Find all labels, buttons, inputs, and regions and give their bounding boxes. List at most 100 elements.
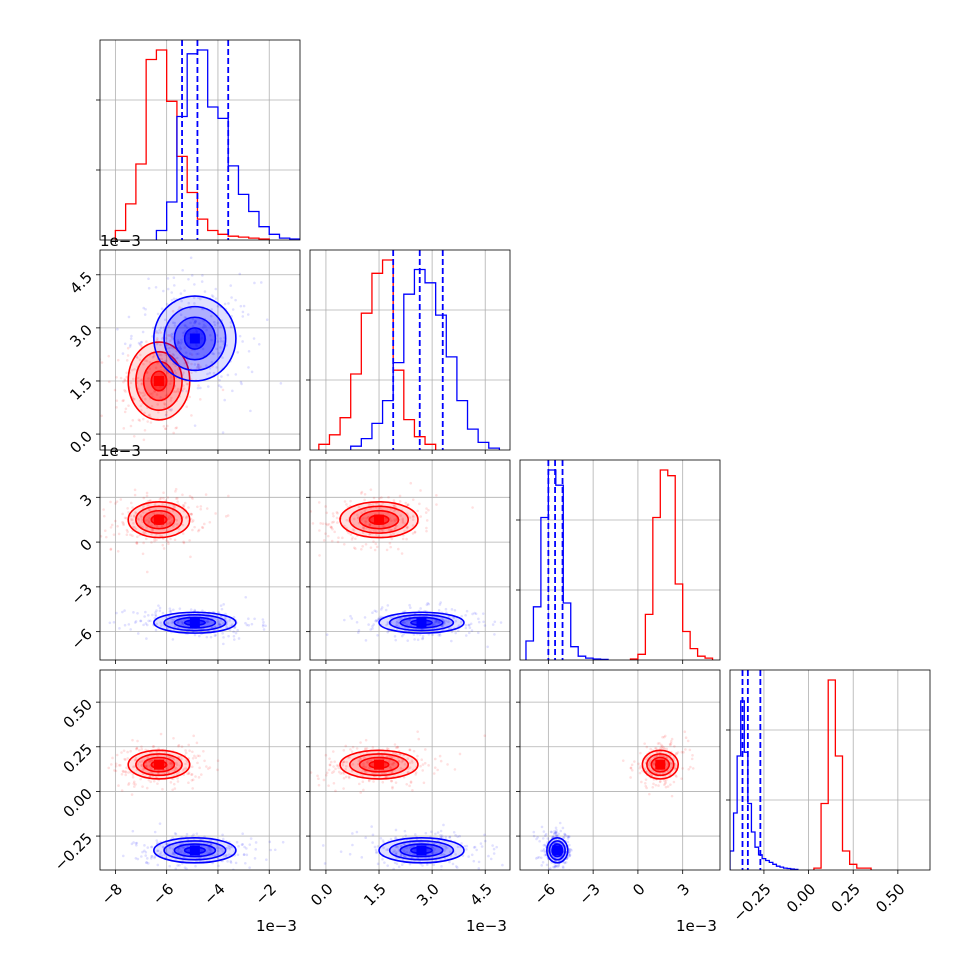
panel-r1-c0-point-blue <box>221 356 224 359</box>
panel-r2-c0-point-blue <box>207 620 210 624</box>
panel-r3-c1-point-blue <box>351 832 354 835</box>
panel-r3-c0-point-blue <box>227 853 231 856</box>
panel-r3-c0-point-red <box>119 764 122 767</box>
panel-r2-c0-point-red <box>166 540 170 543</box>
panel-r2-c1-point-red <box>317 501 321 504</box>
panel-r3-c0-point-red <box>186 772 189 776</box>
panel-r3-c2-point-blue <box>543 850 547 854</box>
panel-r1-c0-point-red <box>197 384 200 387</box>
panel-r3-c0-point-red <box>203 759 206 763</box>
panel-r3-c0-xtick-label-2: −4 <box>200 880 228 908</box>
panel-r3-c1-point-red <box>397 760 401 763</box>
panel-r1-c0-point-blue <box>152 326 155 330</box>
panel-r1-c0-point-blue <box>220 375 223 378</box>
panel-r3-c0-point-red <box>129 749 132 753</box>
panel-r1-c0-point-blue <box>210 308 213 311</box>
panel-r2-c0-point-blue <box>232 630 235 634</box>
panel-r2-c0-point-blue <box>213 634 217 637</box>
panel-r3-c2-point-blue <box>554 826 558 830</box>
panel-r1-c0-point-blue <box>159 326 163 330</box>
panel-r3-c2-point-red <box>629 766 633 770</box>
panel-r3-c0-point-blue <box>205 850 209 853</box>
panel-r3-c0-point-blue <box>248 843 252 846</box>
panel-r3-c0-point-blue <box>171 852 175 855</box>
panel-r2-c0-point-red <box>131 525 135 529</box>
panel-r1-c0-point-red <box>164 336 168 340</box>
panel-r3-c1-point-red <box>357 759 361 763</box>
panel-r2-c0-point-red <box>162 547 166 550</box>
panel-r2-c1-point-red <box>319 522 322 525</box>
panel-r1-c0-point-blue <box>253 281 256 285</box>
panel-r3-c1-point-blue <box>517 850 520 853</box>
panel-r2-c0-ytick-label-2: 0 <box>77 535 96 554</box>
panel-r3-c0-point-red <box>115 753 119 757</box>
panel-r3-c2-point-blue <box>562 836 566 839</box>
panel-r2-c0-point-blue <box>205 621 208 624</box>
panel-r2-c1-point-blue <box>379 615 382 619</box>
panel-r1-c0-point-red <box>149 421 153 424</box>
panel-r3-c0-point-red <box>191 750 194 754</box>
panel-r2-c0-point-blue <box>232 634 236 638</box>
panel-r3-c0-point-blue <box>144 850 148 854</box>
panel-r3-c1-point-blue <box>454 834 457 837</box>
panel-r2-c0-point-red <box>196 505 199 509</box>
panel-r1-c0-point-blue <box>229 284 233 287</box>
panel-r3-c0-point-blue <box>171 836 174 840</box>
panel-r1-c1-hist-blue <box>350 268 501 450</box>
panel-r3-c2-point-red <box>686 739 690 743</box>
panel-r1-c0-point-blue <box>239 380 243 384</box>
panel-r3-c0-point-blue <box>180 850 183 853</box>
panel-r1-c0-point-red <box>150 404 154 408</box>
panel-r1-c0-point-blue <box>166 277 170 280</box>
panel-r3-c2-point-blue <box>540 849 543 853</box>
panel-r2-c1-point-blue <box>441 624 445 627</box>
panel-r3-c2-point-red <box>658 747 662 750</box>
panel-r1-c0-point-red <box>190 371 193 375</box>
panel-r2-c0-point-red <box>109 526 113 529</box>
panel-r2-c1-point-red <box>381 530 385 533</box>
panel-r2-c1-point-red <box>330 525 333 529</box>
panel-r2-c1-point-red <box>368 524 372 527</box>
panel-r3-c0-point-red <box>126 757 130 760</box>
panel-r3-c1-point-blue <box>477 860 481 864</box>
panel-r1-c0-point-blue <box>147 286 151 290</box>
panel-r1-c0-point-blue <box>227 302 230 305</box>
panel-r3-c2-point-blue <box>542 849 545 853</box>
panel-r3-c2-point-red <box>660 743 663 747</box>
panel-r3-c0-point-red <box>174 766 177 769</box>
panel-r1-c0-point-red <box>183 346 187 349</box>
panel-r1-c0-point-red <box>169 346 173 349</box>
panel-r2-c1-point-red <box>405 525 409 529</box>
panel-r3-c0-point-blue <box>215 846 219 849</box>
panel-r3-c2-point-blue <box>553 832 556 836</box>
panel-r2-c0-point-red <box>185 515 188 519</box>
panel-r3-c2-point-red <box>644 778 648 781</box>
panel-r1-c0-contour-blue-2 <box>163 305 227 372</box>
panel-r2-c1-point-red <box>318 529 321 532</box>
panel-r1-c0-point-blue <box>215 366 219 369</box>
panel-r1-c0-point-red <box>154 366 158 370</box>
panel-r3-c1-point-red <box>365 751 369 755</box>
panel-r3-c2-point-red <box>669 766 673 770</box>
panel-r2-c0-point-red <box>125 516 128 520</box>
panel-r3-c1-point-red <box>350 750 354 753</box>
panel-r3-c1-point-red <box>393 743 397 746</box>
panel-r3-c0-point-blue <box>229 845 233 848</box>
panel-r1-c0-point-blue <box>219 346 222 349</box>
panel-r3-c1-point-blue <box>371 841 374 844</box>
panel-r2-c1-point-red <box>372 540 375 543</box>
panel-r2-c0-point-blue <box>181 621 185 625</box>
panel-r3-c0-point-blue <box>145 857 149 860</box>
panel-r1-c0-point-red <box>115 406 118 409</box>
panel-r3-c1-point-red <box>351 745 355 749</box>
panel-r2-c1-point-blue <box>374 619 377 623</box>
panel-r2-c1-point-red <box>352 517 356 521</box>
panel-r1-c0-point-blue <box>187 277 190 281</box>
panel-r3-c2-point-red <box>661 735 664 739</box>
panel-r1-c0-point-blue <box>238 334 242 338</box>
panel-r1-c0-point-red <box>174 364 177 367</box>
panel-r1-c0-point-red <box>147 377 150 380</box>
panel-r3-c1-point-red <box>414 773 417 776</box>
panel-r2-c1-point-blue <box>386 630 390 634</box>
panel-r3-c0-point-blue <box>228 846 231 849</box>
